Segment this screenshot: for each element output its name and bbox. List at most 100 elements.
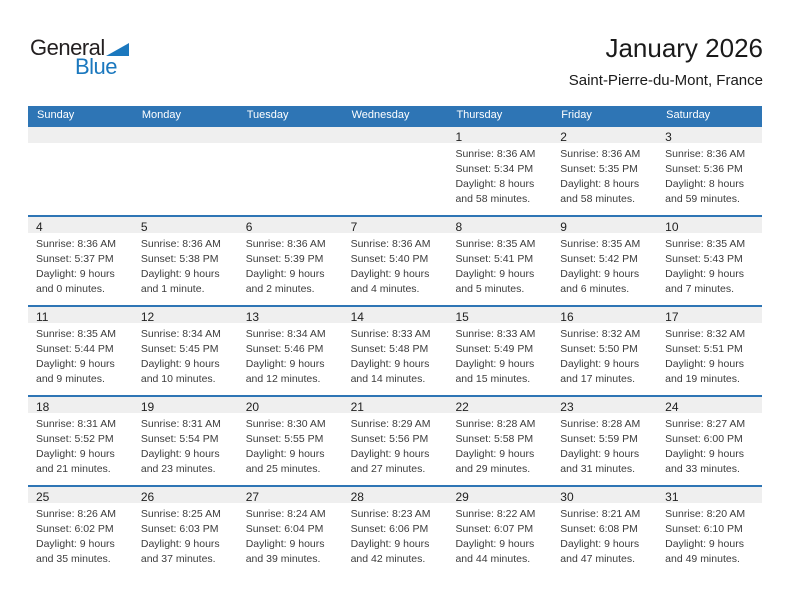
logo-triangle-icon — [105, 43, 129, 56]
day-info-line: Sunrise: 8:36 AM — [560, 148, 641, 160]
day-number: 30 — [560, 490, 574, 504]
day-info: Sunrise: 8:23 AM Sunset: 6:06 PM Daylight:… — [343, 503, 448, 567]
day-number-band: 17 — [657, 307, 763, 324]
day-info-line: and 23 minutes. — [140, 463, 216, 475]
day-cell-empty — [132, 127, 238, 215]
day-info-line: and 58 minutes. — [560, 193, 636, 205]
day-info-line: Daylight: 8 hours — [665, 178, 744, 190]
day-info: Sunrise: 8:26 AM Sunset: 6:02 PM Daylight:… — [28, 503, 133, 567]
day-number-band: 9 — [552, 217, 658, 234]
day-info-line: Daylight: 9 hours — [36, 448, 115, 460]
day-info-line: Daylight: 9 hours — [140, 448, 220, 460]
day-number: 10 — [665, 220, 679, 234]
day-info: Sunrise: 8:36 AM Sunset: 5:36 PM Daylight:… — [657, 143, 762, 207]
day-info-line: Sunset: 5:38 PM — [140, 253, 219, 265]
day-info-line: Sunrise: 8:29 AM — [350, 418, 431, 430]
day-cell-2: 2 Sunrise: 8:36 AM Sunset: 5:35 PM Daylight… — [552, 127, 658, 215]
day-cell-11: 11 Sunrise: 8:35 AM Sunset: 5:44 PM Dayligh… — [28, 307, 133, 395]
day-info-line: Sunrise: 8:33 AM — [350, 328, 431, 340]
day-cell-3: 3 Sunrise: 8:36 AM Sunset: 5:36 PM Daylight… — [657, 127, 763, 215]
day-info-line: Daylight: 9 hours — [560, 448, 640, 460]
day-info-line: Sunrise: 8:20 AM — [665, 508, 746, 520]
day-info-line: Daylight: 9 hours — [36, 358, 115, 370]
day-number: 26 — [140, 490, 155, 504]
day-number-band — [237, 127, 343, 143]
day-info-line: Daylight: 9 hours — [665, 538, 744, 550]
day-info: Sunrise: 8:21 AM Sunset: 6:08 PM Daylight:… — [552, 503, 657, 567]
logo-text-blue: Blue — [74, 54, 118, 79]
day-info: Sunrise: 8:36 AM Sunset: 5:37 PM Daylight:… — [28, 233, 133, 297]
day-info-line: and 1 minute. — [140, 283, 205, 295]
day-cell-29: 29 Sunrise: 8:22 AM Sunset: 6:07 PM Dayligh… — [447, 487, 553, 575]
title-block: January 2026 Saint-Pierre-du-Mont, Franc… — [569, 33, 763, 89]
day-info-line: and 49 minutes. — [665, 553, 740, 565]
day-number-band: 23 — [552, 397, 658, 414]
day-info-line: Daylight: 9 hours — [455, 448, 535, 460]
day-number-band: 31 — [657, 487, 763, 504]
day-info-line: Daylight: 9 hours — [350, 358, 430, 370]
week-row: 18 Sunrise: 8:31 AM Sunset: 5:52 PM Dayligh… — [28, 395, 763, 485]
day-cell-25: 25 Sunrise: 8:26 AM Sunset: 6:02 PM Dayligh… — [28, 487, 133, 575]
day-info-line: Sunrise: 8:36 AM — [350, 238, 431, 250]
day-info-line: Sunrise: 8:36 AM — [36, 238, 116, 250]
day-info: Sunrise: 8:35 AM Sunset: 5:43 PM Daylight:… — [657, 233, 762, 297]
day-number: 7 — [350, 220, 358, 234]
day-info-line: Daylight: 8 hours — [455, 178, 535, 190]
day-info-line: and 29 minutes. — [455, 463, 531, 475]
day-info-line: Sunset: 5:51 PM — [665, 343, 743, 355]
week-row: 4 Sunrise: 8:36 AM Sunset: 5:37 PM Daylight… — [28, 215, 763, 305]
week-row: 1 Sunrise: 8:36 AM Sunset: 5:34 PM Daylight… — [28, 125, 763, 215]
day-number: 12 — [140, 310, 155, 324]
day-info-line: Sunset: 6:08 PM — [560, 523, 638, 535]
day-number: 24 — [665, 400, 679, 414]
day-info: Sunrise: 8:36 AM Sunset: 5:34 PM Daylight:… — [447, 143, 552, 207]
day-info-line: and 37 minutes. — [140, 553, 216, 565]
day-number: 16 — [560, 310, 574, 324]
day-number-band: 10 — [657, 217, 763, 234]
day-number: 23 — [560, 400, 574, 414]
day-number: 17 — [665, 310, 679, 324]
general-blue-logo: General Blue — [30, 36, 129, 79]
day-info-line: Sunset: 5:36 PM — [665, 163, 743, 175]
day-number: 6 — [245, 220, 253, 234]
day-number-band: 11 — [28, 307, 133, 324]
day-number-band: 22 — [447, 397, 553, 414]
day-number-band: 8 — [447, 217, 553, 234]
day-number-band — [28, 127, 133, 143]
day-cell-31: 31 Sunrise: 8:20 AM Sunset: 6:10 PM Dayligh… — [657, 487, 763, 575]
day-number: 19 — [140, 400, 155, 414]
day-info-line: Daylight: 9 hours — [665, 358, 744, 370]
day-info-line: Sunset: 5:44 PM — [36, 343, 114, 355]
day-info-line: and 19 minutes. — [665, 373, 740, 385]
day-info-line: and 4 minutes. — [350, 283, 420, 295]
day-info: Sunrise: 8:27 AM Sunset: 6:00 PM Daylight:… — [657, 413, 762, 477]
day-number: 13 — [245, 310, 260, 324]
day-info-line: Sunset: 5:42 PM — [560, 253, 638, 265]
day-number-band: 2 — [552, 127, 658, 144]
day-info-line: Sunrise: 8:36 AM — [455, 148, 536, 160]
day-info-line: Sunset: 5:55 PM — [245, 433, 324, 445]
logo-top-row: General — [30, 36, 129, 60]
day-info-line: Sunset: 5:39 PM — [245, 253, 324, 265]
day-info-line: Daylight: 9 hours — [350, 448, 430, 460]
day-info-line: Daylight: 9 hours — [140, 538, 220, 550]
day-info: Sunrise: 8:30 AM Sunset: 5:55 PM Daylight:… — [238, 413, 343, 477]
day-cell-20: 20 Sunrise: 8:30 AM Sunset: 5:55 PM Dayligh… — [237, 397, 343, 485]
day-number-band: 1 — [447, 127, 553, 144]
day-cell-13: 13 Sunrise: 8:34 AM Sunset: 5:46 PM Dayligh… — [237, 307, 343, 395]
day-cell-empty — [28, 127, 133, 215]
day-number-band: 6 — [237, 217, 343, 234]
day-info: Sunrise: 8:28 AM Sunset: 5:59 PM Daylight:… — [552, 413, 657, 477]
day-cell-26: 26 Sunrise: 8:25 AM Sunset: 6:03 PM Dayligh… — [132, 487, 238, 575]
day-info-line: Sunrise: 8:36 AM — [140, 238, 221, 250]
day-info-line: and 15 minutes. — [455, 373, 531, 385]
day-cell-12: 12 Sunrise: 8:34 AM Sunset: 5:45 PM Dayligh… — [132, 307, 238, 395]
day-info: Sunrise: 8:31 AM Sunset: 5:52 PM Daylight:… — [28, 413, 133, 477]
day-number-band: 27 — [237, 487, 343, 504]
day-info-line: Sunset: 6:00 PM — [665, 433, 743, 445]
day-info-line: and 58 minutes. — [455, 193, 531, 205]
day-info-line: Daylight: 9 hours — [245, 448, 325, 460]
day-info-line: Daylight: 9 hours — [665, 448, 744, 460]
day-info-line: Sunrise: 8:31 AM — [36, 418, 116, 430]
day-info-line: Sunset: 5:37 PM — [36, 253, 114, 265]
